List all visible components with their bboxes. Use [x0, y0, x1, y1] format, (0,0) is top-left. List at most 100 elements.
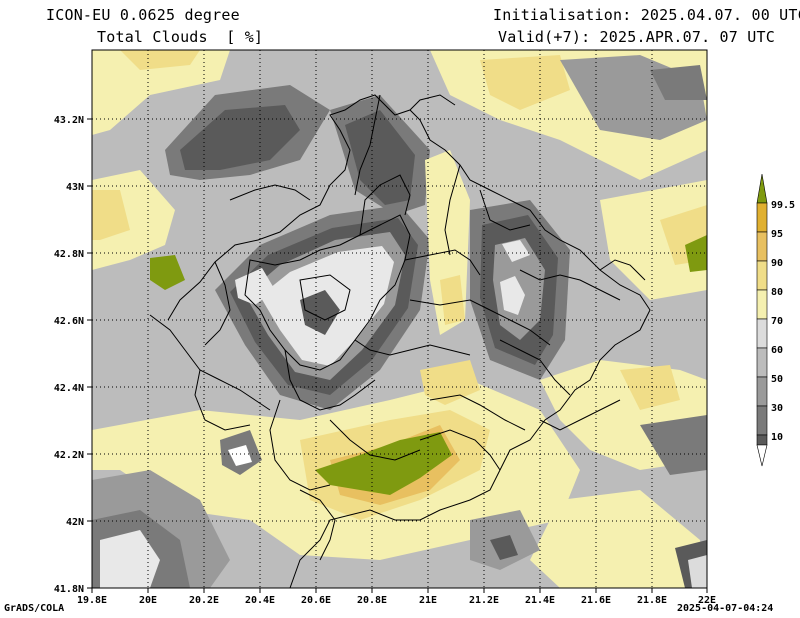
legend-swatch-95: [756, 202, 768, 233]
legend-swatch-60: [756, 318, 768, 349]
ytick-label: 42.6N: [54, 316, 84, 327]
municipality-border-13: [419, 429, 501, 471]
axis-ticks: [87, 118, 708, 593]
xtick-label: 21E: [419, 595, 437, 606]
xtick-label: 20.2E: [189, 595, 219, 606]
legend-top-triangle: [756, 173, 768, 204]
municipality-border-5: [354, 339, 471, 356]
legend-swatch-80: [756, 260, 768, 291]
legend-label: 50: [771, 374, 783, 385]
y-tick-labels: 43.2N 43N 42.8N 42.6N 42.4N 42.2N 42N 41…: [54, 115, 84, 595]
field-orange-se: [620, 365, 680, 410]
municipality-border-12: [429, 394, 526, 431]
municipality-border-21: [354, 94, 381, 196]
ytick-label: 42N: [66, 517, 84, 528]
legend-swatch-low: [756, 434, 768, 446]
municipality-border-15: [269, 399, 331, 491]
ytick-label: 43.2N: [54, 115, 84, 126]
field-darkgrey-se: [640, 415, 707, 475]
field-clear-east2: [502, 240, 530, 262]
field-olive-left: [150, 255, 185, 290]
legend-swatch-50: [756, 347, 768, 378]
municipality-border-22: [409, 94, 456, 111]
field-orange-corridor: [440, 275, 465, 325]
municipality-border-8: [444, 164, 461, 256]
valid-time: Valid(+7): 2025.APR.07. 07 UTC: [498, 28, 775, 46]
region-border-central: [244, 214, 411, 371]
boundary-lines: [149, 94, 651, 588]
legend-label: 30: [771, 403, 783, 414]
legend-label: 80: [771, 287, 783, 298]
municipality-border-11: [499, 339, 571, 396]
variable-title: Total Clouds [ %]: [97, 28, 264, 46]
field-dark-n: [345, 110, 415, 205]
municipality-border-6: [284, 349, 376, 411]
field-dark-core: [300, 290, 340, 335]
field-yellow-tl: [92, 50, 230, 135]
init-time: Initialisation: 2025.04.07. 00 UTC: [493, 6, 800, 24]
xtick-label: 21.4E: [525, 595, 555, 606]
field-dark-nw: [180, 105, 300, 170]
model-title: ICON-EU 0.0625 degree: [46, 6, 240, 24]
municipality-border-14: [329, 419, 421, 461]
field-clear-ring: [228, 445, 252, 466]
xtick-label: 20.6E: [301, 595, 331, 606]
xtick-label: 21.8E: [637, 595, 667, 606]
xtick-label: 22E: [698, 595, 716, 606]
field-clear-east: [500, 276, 525, 315]
legend-label: 10: [771, 432, 783, 443]
ytick-label: 41.8N: [54, 584, 84, 595]
municipality-border-10: [519, 269, 621, 301]
x-tick-labels: 19.8E 20E 20.2E 20.4E 20.6E 20.8E 21E 21…: [77, 595, 716, 606]
municipality-border-9: [479, 189, 531, 231]
field-yellow-e: [600, 180, 707, 300]
color-legend: 10 30 50 60 70 80 90 95 99.5: [756, 173, 795, 467]
xtick-label: 21.2E: [469, 595, 499, 606]
legend-swatch-70: [756, 289, 768, 320]
software-credit: GrADS/COLA: [4, 603, 65, 614]
legend-swatch-10: [756, 405, 768, 436]
municipality-border-20: [539, 399, 621, 431]
legend-label: 95: [771, 229, 783, 240]
field-dark-s: [490, 535, 518, 560]
legend-bottom-triangle: [756, 444, 768, 467]
country-border-outer: [167, 94, 651, 588]
generation-timestamp: 2025-04-07-04:24: [677, 603, 774, 614]
municipality-border-4: [409, 299, 551, 346]
ytick-label: 43N: [66, 182, 84, 193]
map-frame: [91, 49, 708, 589]
legend-label: 90: [771, 258, 783, 269]
ytick-label: 42.2N: [54, 450, 84, 461]
legend-label: 99.5: [771, 200, 795, 211]
ytick-label: 42.8N: [54, 249, 84, 260]
field-darkgrey-ne: [650, 65, 707, 100]
field-orange-ne: [480, 55, 570, 110]
field-orange-left: [92, 190, 130, 240]
xtick-label: 20.4E: [245, 595, 275, 606]
xtick-label: 20E: [139, 595, 157, 606]
legend-label: 70: [771, 316, 783, 327]
field-clear-w: [235, 268, 275, 305]
municipality-border-1: [299, 274, 351, 321]
cloud-field: [92, 50, 707, 588]
field-clear-sw: [100, 530, 160, 588]
field-light-se-corner: [688, 555, 707, 588]
field-orange-mid: [420, 360, 480, 405]
municipality-border-19: [229, 184, 311, 201]
municipality-border-16: [299, 489, 336, 561]
xtick-label: 19.8E: [77, 595, 107, 606]
field-orange-tl: [120, 50, 200, 70]
municipality-border-7: [204, 261, 231, 346]
legend-swatch-90: [756, 231, 768, 262]
ytick-label: 42.4N: [54, 383, 84, 394]
municipality-border-17: [149, 314, 271, 411]
legend-label: 60: [771, 345, 783, 356]
xtick-label: 20.8E: [357, 595, 387, 606]
graticule: [92, 50, 707, 588]
xtick-label: 21.6E: [581, 595, 611, 606]
municipality-border-3: [404, 249, 481, 276]
legend-swatch-30: [756, 376, 768, 407]
municipality-border-23: [599, 259, 646, 281]
municipality-border-2: [359, 174, 411, 236]
